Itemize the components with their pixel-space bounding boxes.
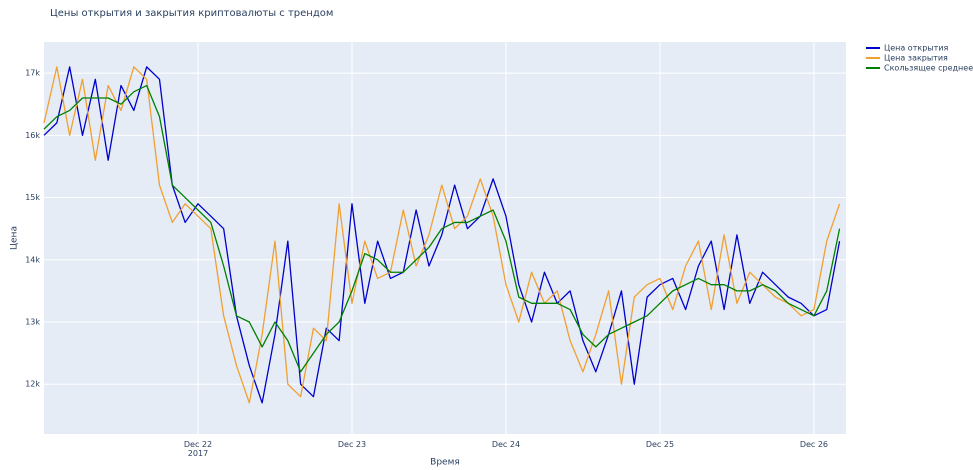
lines — [43, 66, 841, 404]
x-tick-label: Dec 23 — [338, 440, 366, 449]
y-tick-label: 16k — [25, 131, 40, 140]
y-tick-label: 17k — [25, 69, 40, 78]
grid — [44, 42, 846, 434]
x-tick-label: Dec 25 — [646, 440, 674, 449]
legend-label: Цена закрытия — [884, 54, 948, 63]
y-tick-label: 15k — [25, 193, 40, 202]
series-line — [43, 66, 841, 404]
x-axis-title: Время — [430, 458, 460, 468]
legend-label: Цена открытия — [884, 44, 948, 53]
x-tick-label: Dec 22 2017 — [184, 440, 212, 458]
y-tick-label: 14k — [25, 255, 40, 264]
plot-area — [44, 42, 846, 434]
x-tick-label: Dec 26 — [800, 440, 828, 449]
legend-label: Скользящее среднее (20) — [884, 64, 973, 73]
y-tick-label: 12k — [25, 380, 40, 389]
x-tick-label: Dec 24 — [492, 440, 520, 449]
series-line — [43, 66, 841, 404]
series-line — [43, 84, 841, 373]
y-tick-label: 13k — [25, 318, 40, 327]
y-axis-title: Цена — [10, 226, 20, 250]
chart-title: Цены открытия и закрытия криптовалюты с … — [50, 8, 333, 19]
